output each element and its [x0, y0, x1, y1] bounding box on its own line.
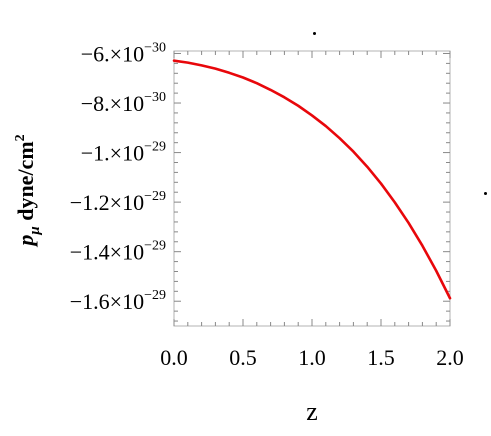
x-axis-ticks: 0.0 0.5 1.0 1.5 2.0 [160, 51, 464, 370]
svg-text:pμ dyne/cm2: pμ dyne/cm2 [13, 134, 43, 247]
y-tick-label-mantissa: −8. [81, 91, 110, 116]
y-tick-label: −1.2×10−29 [70, 189, 166, 215]
stray-dot-top [313, 32, 316, 35]
y-tick-label: −8.×10−30 [81, 90, 166, 116]
y-axis-label-unit-power: 2 [13, 134, 28, 141]
y-tick-label-base: ×10 [110, 91, 144, 116]
y-tick-label-exponent: −30 [144, 40, 166, 55]
y-tick-label-exponent: −29 [144, 239, 166, 254]
y-tick-label-mantissa: −1.4 [70, 240, 110, 265]
series-group [172, 59, 452, 300]
stray-dot-right [484, 192, 487, 195]
y-tick-label-base: ×10 [110, 141, 144, 166]
y-tick-label: −1.4×10−29 [70, 239, 166, 265]
y-tick-label-exponent: −29 [144, 189, 166, 204]
y-axis-label: pμ dyne/cm2 [13, 134, 43, 247]
y-tick-label-base: ×10 [110, 41, 144, 66]
y-axis-label-symbol: p [13, 235, 38, 248]
y-tick-label-mantissa: −1.2 [70, 190, 110, 215]
series-line [172, 59, 452, 300]
y-axis-ticks: −6.×10−30−8.×10−30−1.×10−29−1.2×10−29−1.… [70, 40, 450, 322]
y-axis-label-subscript: μ [27, 226, 43, 235]
y-tick-label: −1.×10−29 [81, 140, 166, 166]
y-tick-label-base: ×10 [110, 190, 144, 215]
y-tick-label-exponent: −29 [144, 288, 166, 303]
plot-frame [173, 50, 451, 327]
y-tick-label-exponent: −29 [144, 140, 166, 155]
x-tick-label: 0.5 [229, 345, 257, 370]
y-tick-label-base: ×10 [110, 240, 144, 265]
y-tick-label-exponent: −30 [144, 90, 166, 105]
y-tick-label-mantissa: −1.6 [70, 289, 110, 314]
y-tick-label: −6.×10−30 [81, 40, 166, 66]
x-tick-label: 1.5 [367, 345, 395, 370]
x-tick-label: 2.0 [436, 345, 464, 370]
x-tick-label: 0.0 [160, 345, 188, 370]
y-tick-label-base: ×10 [110, 289, 144, 314]
y-tick-label-mantissa: −1. [81, 141, 110, 166]
y-tick-label-mantissa: −6. [81, 41, 110, 66]
x-axis-label: z [306, 397, 318, 426]
y-axis-label-unit: dyne/cm [13, 141, 38, 226]
x-tick-label: 1.0 [298, 345, 326, 370]
y-tick-label: −1.6×10−29 [70, 288, 166, 314]
